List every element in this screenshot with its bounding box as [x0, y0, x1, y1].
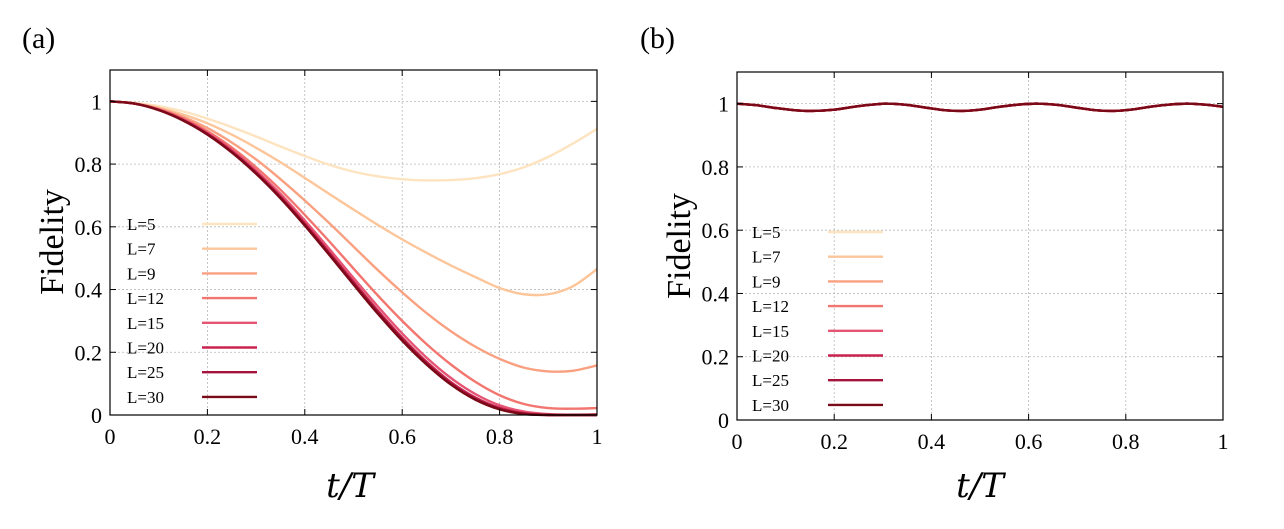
panel-b-y-tick-label: 0.6: [702, 218, 730, 243]
panel-b-grid: [737, 72, 1223, 420]
panel-a-legend-label: L=30: [127, 388, 164, 407]
panel-b-legend-label: L=7: [752, 248, 781, 267]
panel-a-legend-label: L=9: [127, 264, 155, 283]
panel-a-y-tick-label: 0.2: [75, 340, 103, 365]
panel-a-legend-label: L=5: [127, 215, 155, 234]
panel-b-y-tick-label: 0.2: [702, 345, 730, 370]
panel-a-y-tick-label: 0.4: [75, 278, 103, 303]
panel-a-legend-label: L=20: [127, 339, 164, 358]
panel-b-ticks: 0 0.2 0.4 0.6 0.8 1 0 0.2 0.4 0.6 0.8 1: [702, 72, 1229, 454]
panel-b-legend-label: L=5: [752, 223, 780, 242]
panel-a-x-tick-label: 1: [592, 424, 603, 449]
panel-b-x-tick-label: 0.8: [1112, 429, 1140, 454]
panel-b-y-tick-label: 1: [718, 92, 729, 117]
panel-a-x-tick-label: 0.4: [291, 424, 319, 449]
panel-b: (b) 0 0.2 0.4 0.6 0.8 1 0 0.2 0.4 0.6 0.8 1 Fidelit…: [640, 22, 1229, 506]
panel-b-x-tick-label: 0.2: [820, 429, 848, 454]
panel-a-y-tick-label: 0.8: [75, 152, 103, 177]
panel-b-legend: L=5 L=7 L=9 L=12 L=15 L=20 L=25 L=30: [752, 223, 883, 415]
panel-b-x-axis-label: t/T: [956, 466, 1006, 506]
panel-b-x-tick-label: 0: [732, 429, 743, 454]
panel-a-series: [109, 100, 598, 417]
panel-b-series-l30-line: [736, 102, 1224, 113]
panel-b-legend-label: L=9: [752, 272, 780, 291]
panel-a-y-tick-label: 1: [91, 89, 102, 114]
panel-b-x-tick-label: 0.4: [918, 429, 946, 454]
panel-b-y-tick-label: 0.4: [702, 281, 730, 306]
panel-b-legend-label: L=25: [752, 371, 789, 390]
panel-a-ticks: 0 0.2 0.4 0.6 0.8 1 0 0.2 0.4 0.6 0.8 1: [75, 70, 603, 449]
panel-a-y-tick-label: 0: [91, 403, 102, 428]
panel-a-x-tick-label: 0: [105, 424, 116, 449]
panel-a-legend-label: L=12: [127, 289, 164, 308]
panel-a-x-tick-label: 0.2: [194, 424, 222, 449]
panel-b-legend-label: L=30: [752, 396, 789, 415]
panel-a-series-l5-line: [109, 100, 598, 182]
panel-b-legend-label: L=12: [752, 297, 789, 316]
panel-b-legend-label: L=15: [752, 322, 789, 341]
panel-a-axes-frame: [109, 69, 598, 416]
panel-b-y-axis-label: Fidelity: [661, 193, 698, 299]
panel-b-x-tick-label: 1: [1218, 429, 1229, 454]
panel-a-y-tick-label: 0.6: [75, 215, 103, 240]
panel-a-label: (a): [22, 22, 55, 55]
panel-a: (a) 0 0.2 0.4 0.6 0.8 1 0 0.2 0.4 0.6 0.8 1 Fidelit…: [22, 22, 603, 506]
panel-a-series-l9-line: [109, 100, 598, 373]
panel-b-x-tick-label: 0.6: [1015, 429, 1043, 454]
panel-a-legend-label: L=15: [127, 314, 164, 333]
panel-a-y-axis-label: Fidelity: [34, 189, 71, 295]
panel-b-y-tick-label: 0.8: [702, 155, 730, 180]
panel-a-legend-label: L=7: [127, 240, 156, 259]
panel-b-axes-frame: [736, 71, 1224, 421]
panel-a-series-l7-line: [109, 100, 598, 297]
panel-a-x-tick-label: 0.8: [486, 424, 514, 449]
panel-b-label: (b): [640, 22, 675, 55]
panel-b-legend-label: L=20: [752, 347, 789, 366]
panel-a-grid: [110, 70, 597, 415]
panel-a-series-l12-line: [109, 100, 598, 410]
panel-a-legend-label: L=25: [127, 363, 164, 382]
panel-a-x-tick-label: 0.6: [388, 424, 416, 449]
panel-b-series: [736, 102, 1224, 113]
panel-a-x-axis-label: t/T: [326, 466, 376, 506]
panel-a-legend: L=5 L=7 L=9 L=12 L=15 L=20 L=25 L=30: [127, 215, 257, 407]
panel-a-series-l30-line: [109, 100, 597, 417]
panel-b-y-tick-label: 0: [718, 408, 729, 433]
